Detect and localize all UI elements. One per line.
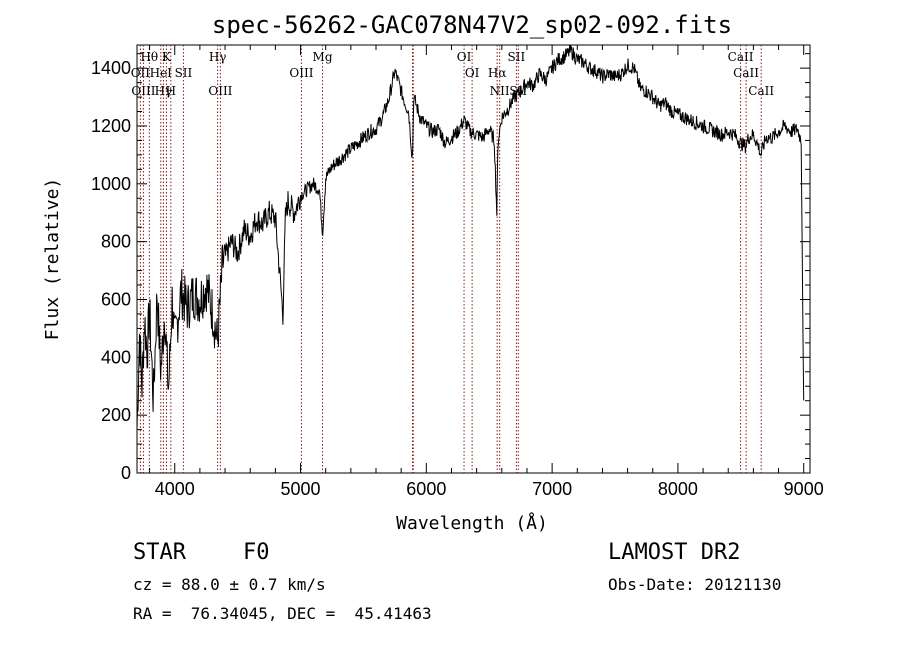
- x-tick-label: 6000: [406, 479, 446, 499]
- line-label: Hα: [488, 66, 507, 80]
- y-tick-label: 1000: [91, 174, 131, 194]
- coordinates: RA = 76.34045, DEC = 45.41463: [133, 604, 432, 623]
- object-type: STAR: [133, 540, 186, 565]
- y-tick-label: 800: [101, 232, 131, 252]
- survey-name: LAMOST DR2: [608, 540, 741, 565]
- y-tick-label: 1400: [91, 58, 131, 78]
- y-tick-label: 1200: [91, 116, 131, 136]
- line-label: OIII: [289, 66, 313, 80]
- line-label: Hγ: [155, 84, 173, 98]
- line-label: Hθ: [140, 50, 158, 64]
- y-tick-label: 400: [101, 347, 131, 367]
- x-tick-label: 9000: [784, 479, 824, 499]
- line-label: OIII: [208, 84, 232, 98]
- observation-date: Obs-Date: 20121130: [608, 575, 782, 594]
- line-label: H: [166, 84, 176, 98]
- line-label: CaII: [733, 66, 759, 80]
- x-axis-title: Wavelength (Å): [396, 512, 548, 534]
- line-label: OI: [457, 50, 472, 64]
- x-tick-label: 5000: [281, 479, 321, 499]
- line-label: OII: [131, 66, 151, 80]
- line-label: SII: [508, 50, 526, 64]
- line-label: CaII: [748, 84, 774, 98]
- x-tick-label: 4000: [155, 479, 195, 499]
- line-label: Hγ: [209, 50, 227, 64]
- axis-ticks: 4000 5000 6000 7000 8000 9000 0 200 400 600 800 100…: [91, 45, 824, 499]
- y-tick-label: 600: [101, 289, 131, 309]
- line-label: Mg: [313, 50, 333, 64]
- line-label: OIII: [131, 84, 155, 98]
- spectrum-line: [136, 44, 805, 431]
- emission-line-markers: [139, 45, 762, 473]
- y-tick-label: 200: [101, 405, 131, 425]
- y-axis-title: Flux (relative): [42, 178, 63, 341]
- x-tick-label: 7000: [532, 479, 572, 499]
- line-label: CaII: [728, 50, 754, 64]
- redshift-cz: cz = 88.0 ± 0.7 km/s: [133, 575, 326, 594]
- line-label: HeI: [150, 66, 173, 80]
- x-tick-label: 8000: [658, 479, 698, 499]
- y-tick-label: 0: [121, 463, 131, 483]
- chart-title: spec-56262-GAC078N47V2_sp02-092.fits: [212, 11, 732, 39]
- line-label: OI: [465, 66, 480, 80]
- line-label: NII: [490, 84, 510, 98]
- spectral-subclass: F0: [243, 540, 270, 565]
- line-label: K: [162, 50, 172, 64]
- plot-frame: [136, 44, 811, 474]
- line-label: SII: [175, 66, 193, 80]
